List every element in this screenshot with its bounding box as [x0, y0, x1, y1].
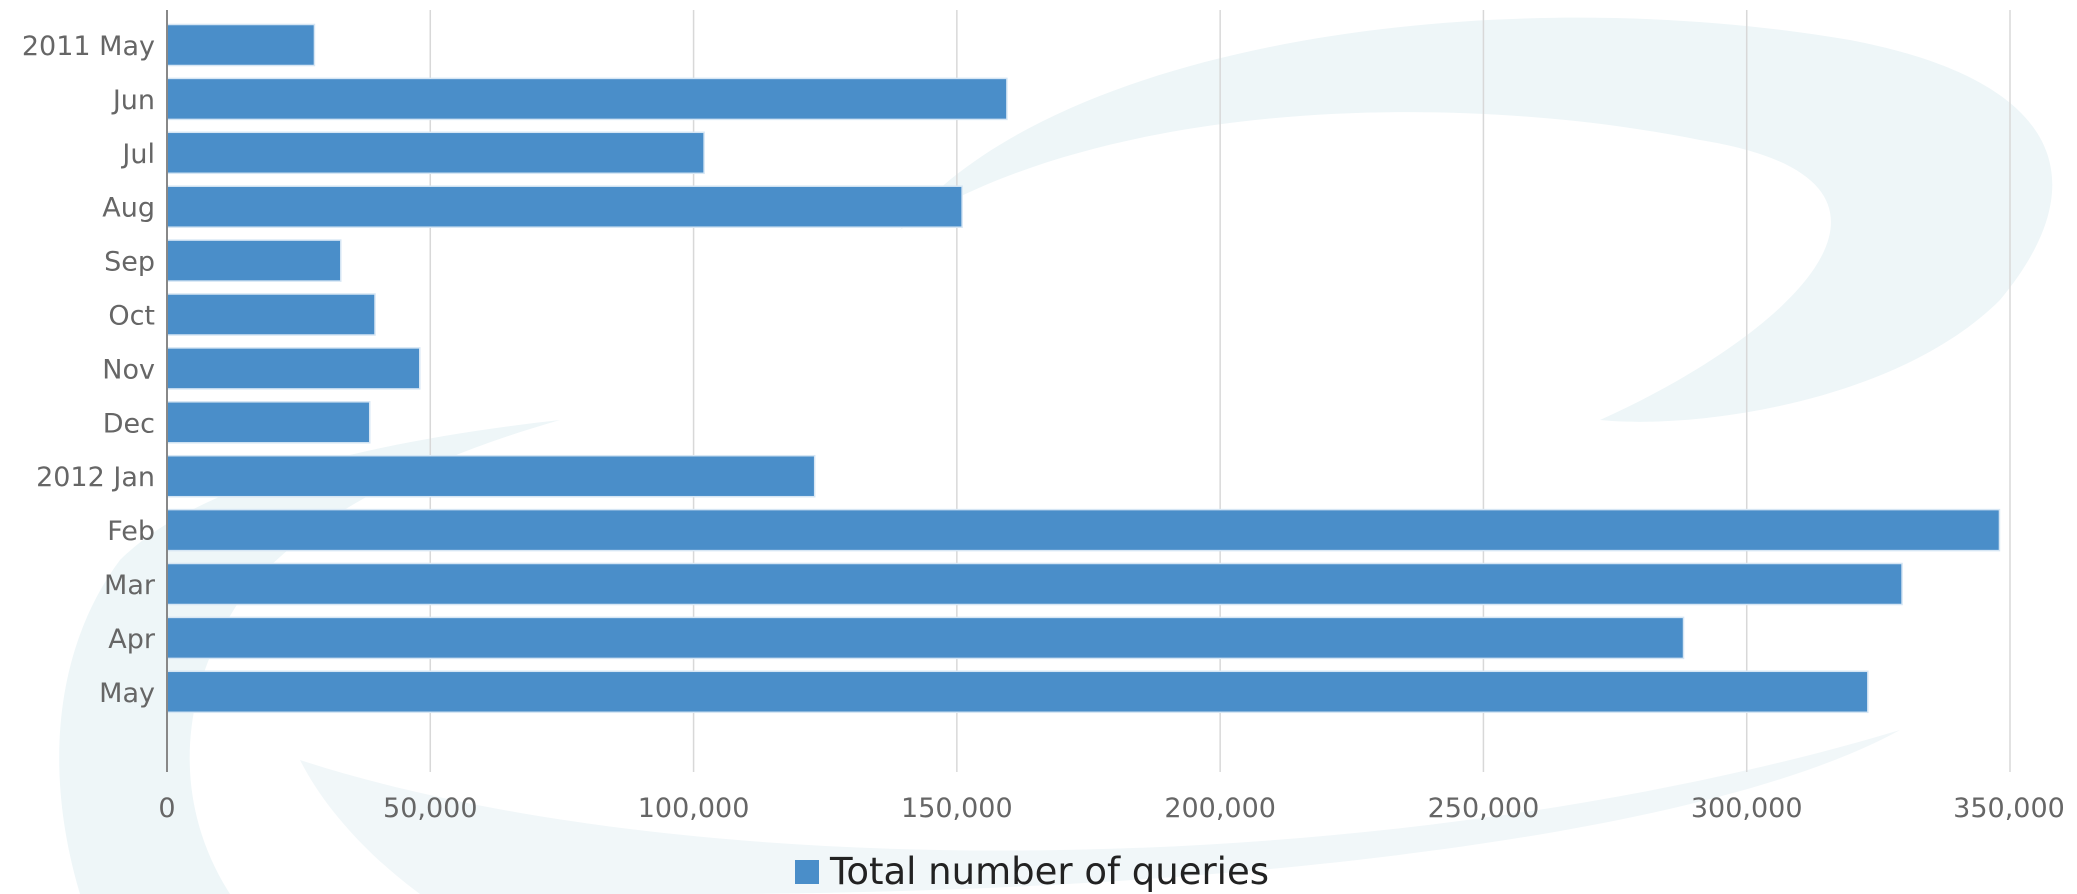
y-tick-label: May	[99, 678, 155, 709]
y-tick-label: Sep	[104, 247, 155, 278]
bar-aug	[166, 185, 963, 228]
x-tick-label: 300,000	[1691, 793, 1803, 824]
x-tick-label: 250,000	[1428, 793, 1540, 824]
bar-may	[166, 670, 1869, 714]
bar-mar	[166, 562, 1903, 606]
bar-2012-jan	[166, 454, 816, 498]
y-tick-label: Apr	[108, 624, 156, 655]
legend-label: Total number of queries	[829, 850, 1269, 893]
y-tick-label: Mar	[104, 570, 156, 601]
legend: Total number of queries	[795, 850, 1269, 893]
bar-dec	[166, 401, 371, 444]
bar-2011-may	[166, 23, 316, 67]
x-tick-label: 200,000	[1164, 793, 1276, 824]
y-tick-label: Jun	[111, 85, 155, 116]
y-tick-label: Dec	[103, 408, 155, 439]
y-tick-label: Jul	[120, 139, 155, 170]
bar-sep	[166, 239, 342, 282]
bar-apr	[166, 616, 1685, 660]
y-tick-label: Oct	[108, 301, 155, 332]
x-tick-label: 100,000	[638, 793, 750, 824]
bars	[166, 23, 2001, 714]
y-tick-label: 2011 May	[22, 31, 155, 62]
bar-oct	[166, 293, 376, 336]
x-axis-tick-labels: 0 50,000 100,000 150,000 200,000 250,000 300,0…	[158, 793, 2064, 824]
x-tick-label: 350,000	[1953, 793, 2065, 824]
bar-nov	[166, 347, 421, 390]
y-tick-label: Feb	[107, 516, 155, 547]
y-tick-label: 2012 Jan	[36, 462, 155, 493]
x-tick-label: 0	[158, 793, 175, 824]
y-tick-label: Nov	[102, 354, 155, 385]
x-tick-label: 150,000	[901, 793, 1013, 824]
bar-feb	[166, 508, 2001, 552]
bar-jun	[166, 77, 1008, 121]
x-tick-label: 50,000	[383, 793, 477, 824]
legend-swatch	[795, 860, 819, 884]
bar-jul	[166, 131, 705, 175]
y-axis-tick-labels: 2011 May Jun Jul Aug Sep Oct Nov Dec 2012 Jan Feb…	[22, 31, 156, 709]
y-tick-label: Aug	[102, 193, 155, 224]
